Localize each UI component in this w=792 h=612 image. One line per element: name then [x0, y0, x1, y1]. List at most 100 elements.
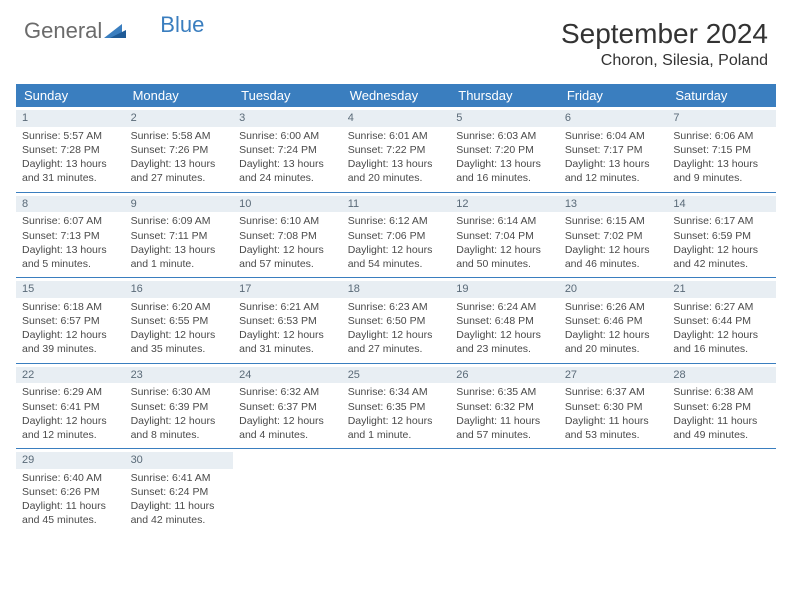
calendar-cell: 6Sunrise: 6:04 AMSunset: 7:17 PMDaylight… [559, 107, 668, 192]
day-number: 22 [16, 367, 125, 384]
daylight-text: Daylight: 11 hours and 42 minutes. [131, 499, 228, 527]
sunrise-text: Sunrise: 6:10 AM [239, 214, 336, 228]
sunrise-text: Sunrise: 6:06 AM [673, 129, 770, 143]
sunset-text: Sunset: 7:04 PM [456, 229, 553, 243]
calendar-cell: 24Sunrise: 6:32 AMSunset: 6:37 PMDayligh… [233, 363, 342, 449]
sunset-text: Sunset: 6:57 PM [22, 314, 119, 328]
calendar-cell: 17Sunrise: 6:21 AMSunset: 6:53 PMDayligh… [233, 278, 342, 364]
sunrise-text: Sunrise: 6:00 AM [239, 129, 336, 143]
daylight-text: Daylight: 12 hours and 50 minutes. [456, 243, 553, 271]
sunrise-text: Sunrise: 6:27 AM [673, 300, 770, 314]
day-number: 5 [450, 110, 559, 127]
day-number: 2 [125, 110, 234, 127]
sunrise-text: Sunrise: 6:32 AM [239, 385, 336, 399]
calendar-row: 15Sunrise: 6:18 AMSunset: 6:57 PMDayligh… [16, 278, 776, 364]
sunrise-text: Sunrise: 6:37 AM [565, 385, 662, 399]
day-number: 23 [125, 367, 234, 384]
daylight-text: Daylight: 12 hours and 35 minutes. [131, 328, 228, 356]
day-number: 19 [450, 281, 559, 298]
weekday-header: Thursday [450, 84, 559, 107]
calendar-head: SundayMondayTuesdayWednesdayThursdayFrid… [16, 84, 776, 107]
sunrise-text: Sunrise: 6:07 AM [22, 214, 119, 228]
header: General Blue September 2024 Choron, Sile… [0, 0, 792, 78]
day-number: 7 [667, 110, 776, 127]
calendar-cell: 25Sunrise: 6:34 AMSunset: 6:35 PMDayligh… [342, 363, 451, 449]
sunset-text: Sunset: 7:06 PM [348, 229, 445, 243]
daylight-text: Daylight: 13 hours and 5 minutes. [22, 243, 119, 271]
calendar-cell: 15Sunrise: 6:18 AMSunset: 6:57 PMDayligh… [16, 278, 125, 364]
sunrise-text: Sunrise: 6:38 AM [673, 385, 770, 399]
sunset-text: Sunset: 6:24 PM [131, 485, 228, 499]
sunset-text: Sunset: 7:22 PM [348, 143, 445, 157]
sunset-text: Sunset: 6:46 PM [565, 314, 662, 328]
daylight-text: Daylight: 11 hours and 53 minutes. [565, 414, 662, 442]
sunset-text: Sunset: 7:08 PM [239, 229, 336, 243]
sunset-text: Sunset: 7:11 PM [131, 229, 228, 243]
calendar-cell: 22Sunrise: 6:29 AMSunset: 6:41 PMDayligh… [16, 363, 125, 449]
calendar-cell: 30 Sunrise: 6:41 AMSunset: 6:24 PMDayligh… [125, 449, 234, 534]
day-number: 14 [667, 196, 776, 213]
day-number: 13 [559, 196, 668, 213]
sunset-text: Sunset: 6:35 PM [348, 400, 445, 414]
sunset-text: Sunset: 6:53 PM [239, 314, 336, 328]
sunrise-text: Sunrise: 6:41 AM [131, 471, 228, 485]
daylight-text: Daylight: 12 hours and 16 minutes. [673, 328, 770, 356]
sunrise-text: Sunrise: 6:09 AM [131, 214, 228, 228]
calendar-cell: 12Sunrise: 6:14 AMSunset: 7:04 PMDayligh… [450, 192, 559, 278]
daylight-text: Daylight: 12 hours and 46 minutes. [565, 243, 662, 271]
calendar-cell: 18Sunrise: 6:23 AMSunset: 6:50 PMDayligh… [342, 278, 451, 364]
sunset-text: Sunset: 6:44 PM [673, 314, 770, 328]
weekday-header: Friday [559, 84, 668, 107]
sunset-text: Sunset: 6:59 PM [673, 229, 770, 243]
calendar-cell: 23Sunrise: 6:30 AMSunset: 6:39 PMDayligh… [125, 363, 234, 449]
daylight-text: Daylight: 12 hours and 1 minute. [348, 414, 445, 442]
calendar-table: SundayMondayTuesdayWednesdayThursdayFrid… [16, 84, 776, 534]
daylight-text: Daylight: 12 hours and 20 minutes. [565, 328, 662, 356]
sunrise-text: Sunrise: 6:04 AM [565, 129, 662, 143]
daylight-text: Daylight: 12 hours and 8 minutes. [131, 414, 228, 442]
daylight-text: Daylight: 12 hours and 57 minutes. [239, 243, 336, 271]
calendar-cell [450, 449, 559, 534]
calendar-cell: 1Sunrise: 5:57 AMSunset: 7:28 PMDaylight… [16, 107, 125, 192]
daylight-text: Daylight: 13 hours and 20 minutes. [348, 157, 445, 185]
daylight-text: Daylight: 12 hours and 4 minutes. [239, 414, 336, 442]
day-number: 8 [16, 196, 125, 213]
calendar-cell: 13Sunrise: 6:15 AMSunset: 7:02 PMDayligh… [559, 192, 668, 278]
daylight-text: Daylight: 12 hours and 23 minutes. [456, 328, 553, 356]
sunrise-text: Sunrise: 6:03 AM [456, 129, 553, 143]
day-number: 3 [233, 110, 342, 127]
sunset-text: Sunset: 6:55 PM [131, 314, 228, 328]
daylight-text: Daylight: 11 hours and 45 minutes. [22, 499, 119, 527]
daylight-text: Daylight: 13 hours and 31 minutes. [22, 157, 119, 185]
page-title: September 2024 [561, 18, 768, 50]
day-number: 28 [667, 367, 776, 384]
sunrise-text: Sunrise: 6:21 AM [239, 300, 336, 314]
daylight-text: Daylight: 12 hours and 39 minutes. [22, 328, 119, 356]
calendar-cell: 21Sunrise: 6:27 AMSunset: 6:44 PMDayligh… [667, 278, 776, 364]
day-number: 25 [342, 367, 451, 384]
weekday-header: Saturday [667, 84, 776, 107]
calendar-cell: 26Sunrise: 6:35 AMSunset: 6:32 PMDayligh… [450, 363, 559, 449]
logo-word-blue: Blue [160, 12, 204, 38]
sunset-text: Sunset: 7:20 PM [456, 143, 553, 157]
day-number: 30 [125, 452, 234, 469]
calendar-cell: 16Sunrise: 6:20 AMSunset: 6:55 PMDayligh… [125, 278, 234, 364]
day-number: 9 [125, 196, 234, 213]
calendar-cell: 29Sunrise: 6:40 AMSunset: 6:26 PMDayligh… [16, 449, 125, 534]
weekday-header: Wednesday [342, 84, 451, 107]
sunset-text: Sunset: 6:41 PM [22, 400, 119, 414]
daylight-text: Daylight: 13 hours and 24 minutes. [239, 157, 336, 185]
logo-word-general: General [24, 18, 102, 44]
logo-mark-icon [104, 20, 126, 43]
daylight-text: Daylight: 12 hours and 42 minutes. [673, 243, 770, 271]
daylight-text: Daylight: 13 hours and 9 minutes. [673, 157, 770, 185]
sunrise-text: Sunrise: 6:34 AM [348, 385, 445, 399]
sunrise-text: Sunrise: 6:14 AM [456, 214, 553, 228]
calendar-row: 22Sunrise: 6:29 AMSunset: 6:41 PM Dayligh… [16, 363, 776, 449]
sunset-text: Sunset: 7:24 PM [239, 143, 336, 157]
calendar-row: 1Sunrise: 5:57 AMSunset: 7:28 PMDaylight… [16, 107, 776, 192]
sunrise-text: Sunrise: 6:35 AM [456, 385, 553, 399]
sunrise-text: Sunrise: 6:29 AM [22, 385, 119, 399]
calendar-cell [233, 449, 342, 534]
calendar-cell: 19Sunrise: 6:24 AMSunset: 6:48 PMDayligh… [450, 278, 559, 364]
